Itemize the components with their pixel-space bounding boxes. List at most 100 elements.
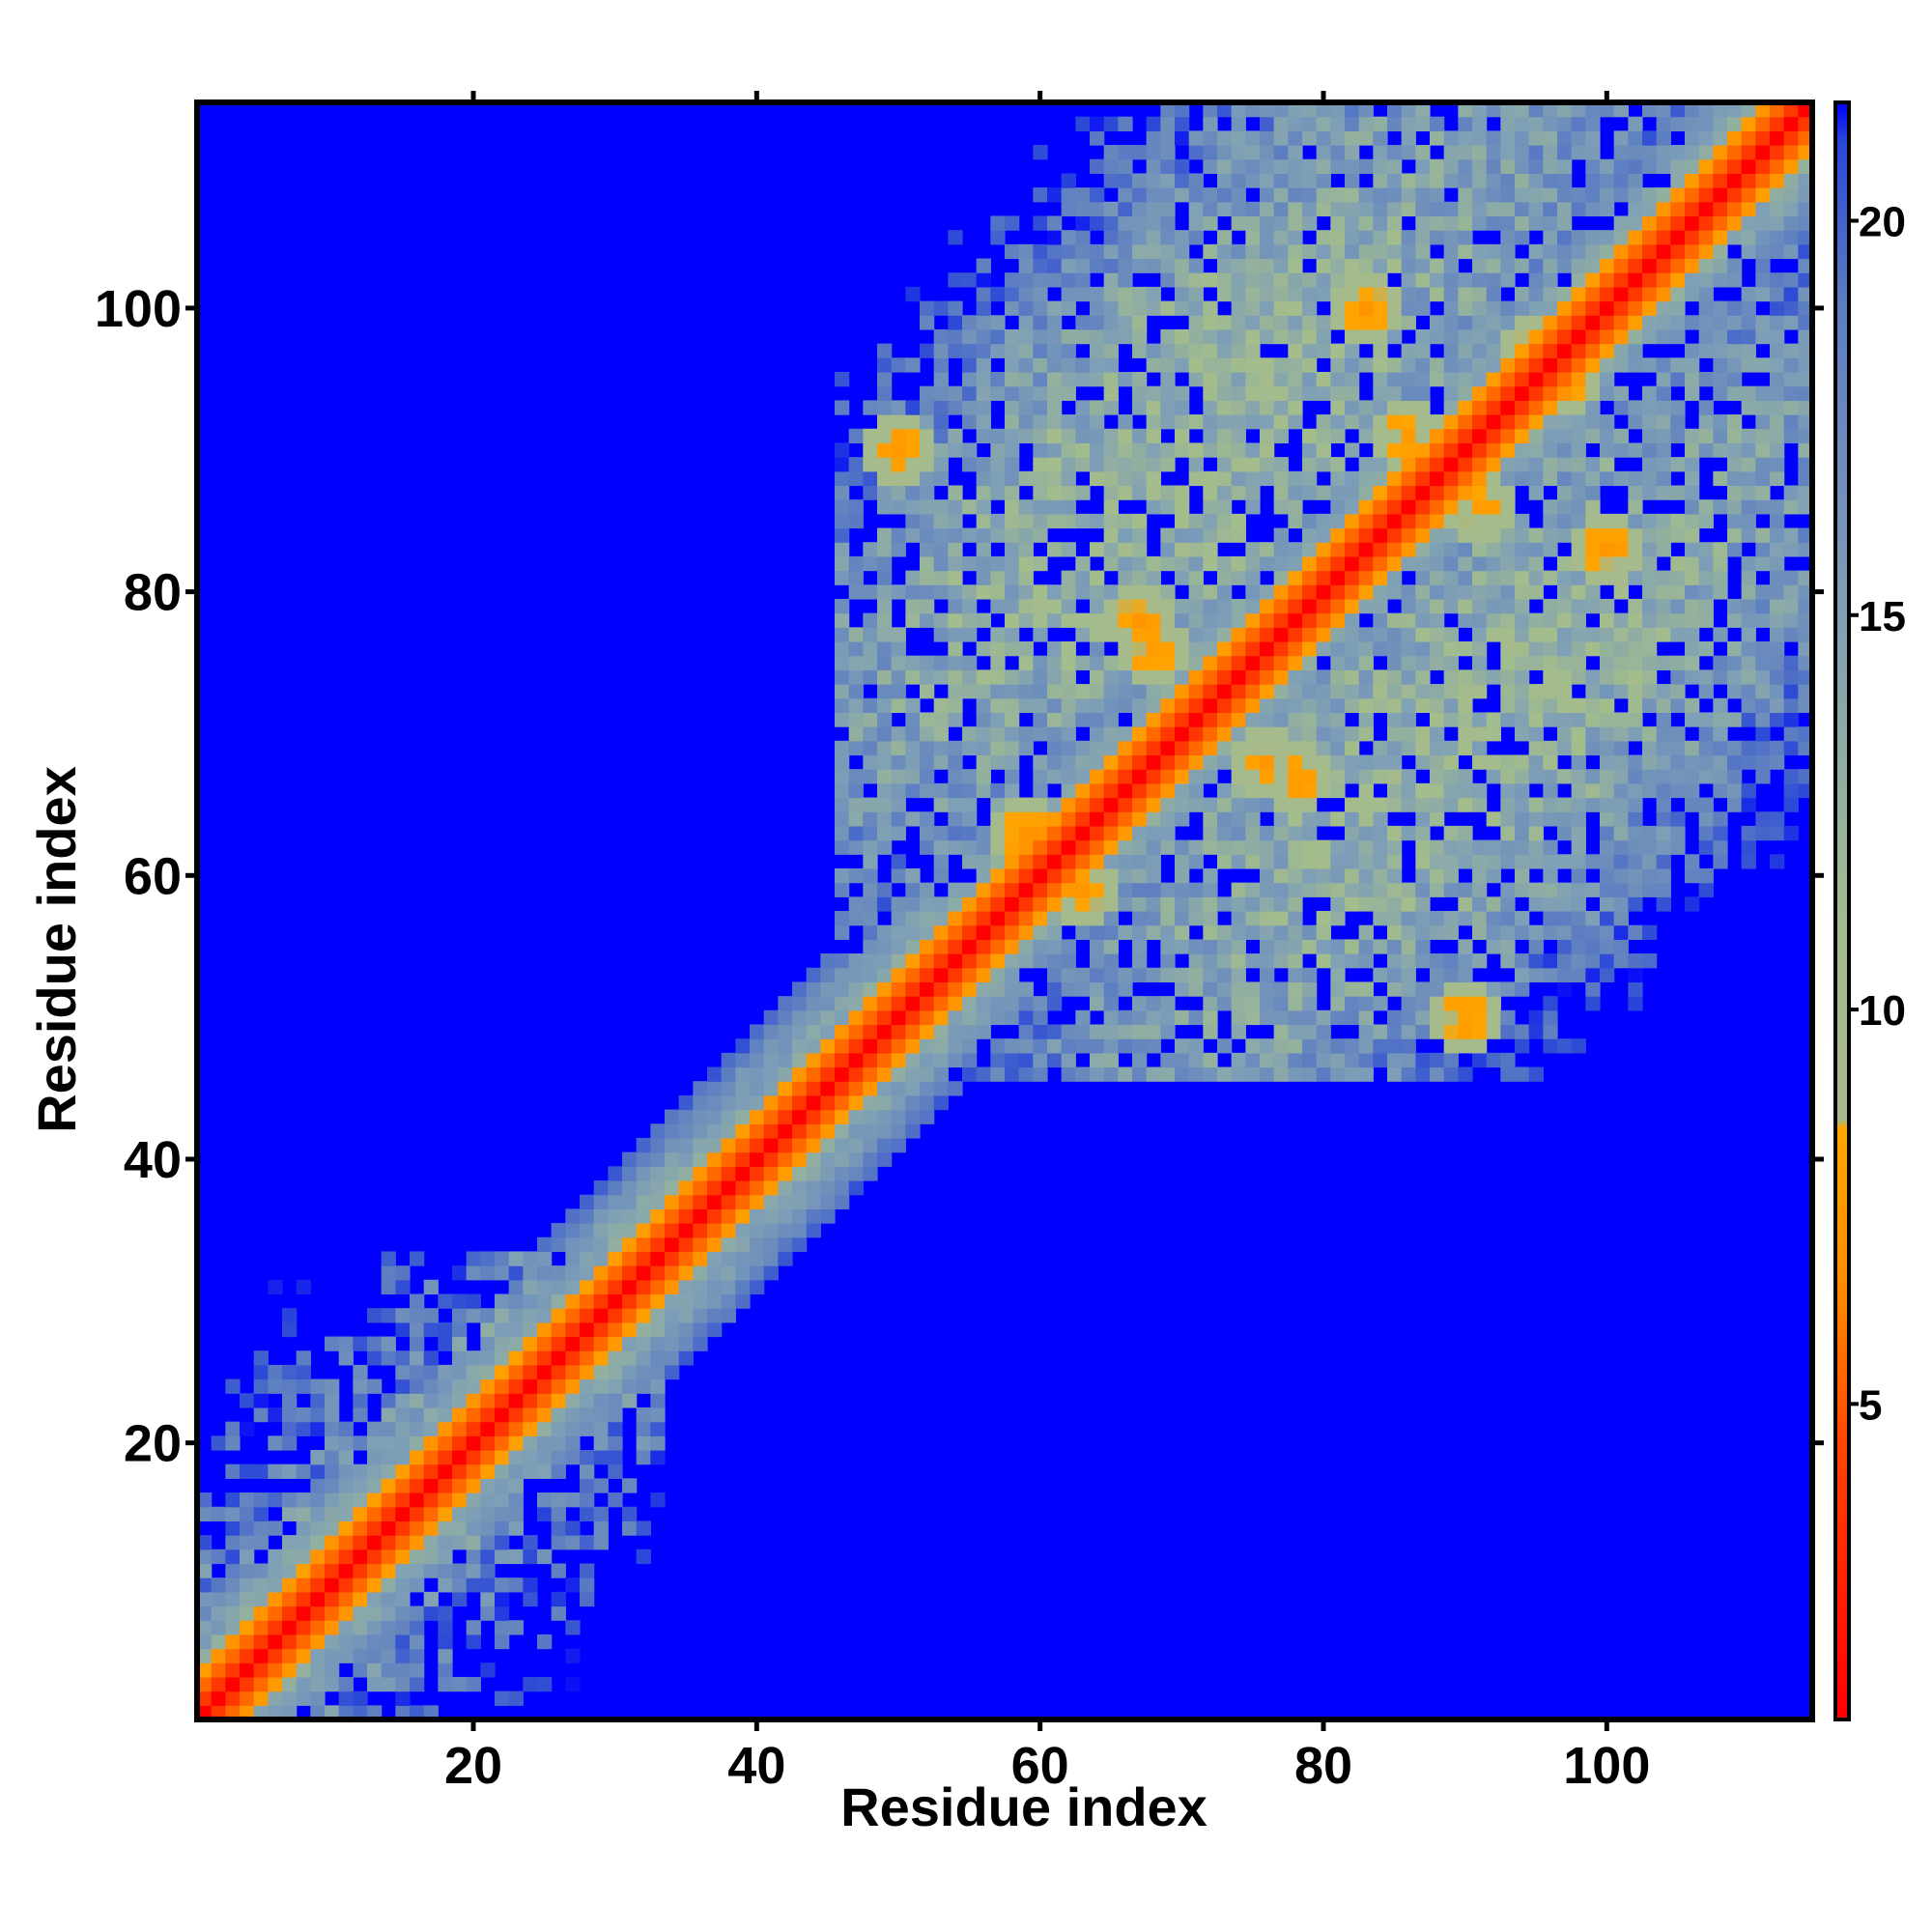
heatmap-cell — [863, 584, 878, 600]
heatmap-cell — [1217, 896, 1233, 912]
heatmap-cell — [1741, 641, 1756, 657]
heatmap-cell — [1543, 414, 1558, 430]
heatmap-cell — [1273, 570, 1289, 585]
heatmap-cell — [1018, 372, 1034, 387]
heatmap-cell — [1430, 598, 1445, 614]
heatmap-cell — [551, 1450, 566, 1465]
heatmap-cell — [1500, 315, 1516, 330]
heatmap-cell — [891, 967, 906, 983]
heatmap-cell — [1585, 145, 1601, 160]
heatmap-cell — [1316, 116, 1331, 131]
heatmap-cell — [310, 1492, 326, 1508]
heatmap-cell — [1528, 328, 1544, 345]
heatmap-cell — [1486, 570, 1501, 585]
heatmap-cell — [1600, 385, 1615, 401]
heatmap-cell — [891, 499, 906, 515]
heatmap-cell — [438, 1406, 453, 1423]
heatmap-cell — [1302, 612, 1318, 628]
heatmap-cell — [381, 1251, 396, 1266]
heatmap-cell — [848, 1024, 864, 1039]
heatmap-cell — [1798, 158, 1813, 175]
heatmap-cell — [395, 1308, 411, 1323]
heatmap-cell — [622, 1520, 638, 1536]
heatmap-cell — [1018, 911, 1034, 926]
heatmap-cell — [1472, 712, 1488, 727]
heatmap-cell — [1642, 428, 1658, 444]
heatmap-cell — [1798, 697, 1813, 714]
heatmap-cell — [1458, 428, 1473, 444]
heatmap-cell — [933, 1024, 949, 1039]
heatmap-cell — [367, 1350, 383, 1366]
heatmap-cell — [1288, 726, 1303, 742]
heatmap-cell — [1443, 442, 1459, 458]
heatmap-cell — [1515, 797, 1530, 812]
heatmap-cell — [848, 797, 864, 812]
heatmap-cell — [1458, 1024, 1473, 1039]
heatmap-cell — [593, 1251, 609, 1266]
heatmap-cell — [1770, 357, 1785, 373]
heatmap-cell — [1528, 754, 1544, 770]
heatmap-cell — [1430, 726, 1445, 742]
heatmap-cell — [1698, 542, 1714, 557]
heatmap-cell — [367, 1634, 383, 1650]
heatmap-cell — [1430, 485, 1445, 500]
heatmap-cell — [1670, 754, 1686, 770]
heatmap-cell — [636, 1279, 651, 1295]
heatmap-cell — [1415, 414, 1431, 430]
heatmap-cell — [990, 627, 1006, 642]
heatmap-cell — [1628, 414, 1643, 430]
heatmap-cell — [920, 825, 935, 841]
heatmap-cell — [1047, 315, 1063, 330]
heatmap-cell — [253, 1705, 269, 1720]
heatmap-cell — [933, 457, 949, 472]
heatmap-cell — [1486, 542, 1501, 557]
heatmap-cell — [920, 911, 935, 926]
heatmap-cell — [1288, 584, 1303, 600]
heatmap-cell — [1443, 286, 1459, 302]
heatmap-cell — [1103, 372, 1119, 387]
heatmap-cell — [1713, 372, 1728, 387]
heatmap-cell — [835, 485, 850, 500]
heatmap-cell — [1387, 570, 1403, 585]
heatmap-cell — [1472, 158, 1488, 175]
heatmap-cell — [1217, 286, 1233, 302]
heatmap-cell — [1175, 542, 1190, 557]
heatmap-cell — [1345, 655, 1360, 670]
heatmap-cell — [1628, 612, 1643, 628]
heatmap-cell — [1486, 158, 1501, 175]
heatmap-cell — [1047, 669, 1063, 685]
heatmap-cell — [1203, 130, 1218, 146]
heatmap-cell — [1571, 598, 1586, 614]
heatmap-cell — [325, 1648, 340, 1663]
heatmap-cell — [976, 584, 991, 600]
heatmap-cell — [763, 1180, 779, 1196]
heatmap-cell — [1783, 215, 1799, 231]
heatmap-cell — [381, 1308, 396, 1323]
heatmap-cell — [1443, 400, 1459, 415]
heatmap-cell — [1401, 315, 1416, 330]
heatmap-cell — [1486, 612, 1501, 628]
heatmap-cell — [1245, 357, 1261, 373]
heatmap-cell — [1260, 442, 1275, 458]
heatmap-cell — [1061, 953, 1076, 969]
heatmap-cell — [508, 1293, 524, 1309]
heatmap-cell — [310, 1406, 326, 1423]
heatmap-cell — [905, 513, 921, 529]
heatmap-cell — [1613, 726, 1629, 742]
heatmap-cell — [310, 1535, 326, 1550]
heatmap-cell — [1273, 584, 1289, 600]
heatmap-cell — [282, 1463, 298, 1479]
heatmap-cell — [976, 385, 991, 401]
heatmap-cell — [1231, 782, 1246, 799]
heatmap-cell — [1571, 740, 1586, 756]
heatmap-cell — [1387, 116, 1403, 131]
heatmap-cell — [367, 1450, 383, 1465]
heatmap-cell — [1316, 726, 1331, 742]
heatmap-cell — [381, 1648, 396, 1663]
heatmap-cell — [1798, 343, 1813, 358]
heatmap-cell — [1217, 315, 1233, 330]
heatmap-cell — [948, 996, 963, 1011]
heatmap-cell — [1741, 627, 1756, 642]
heatmap-cell — [480, 1478, 496, 1493]
heatmap-cell — [423, 1393, 439, 1408]
